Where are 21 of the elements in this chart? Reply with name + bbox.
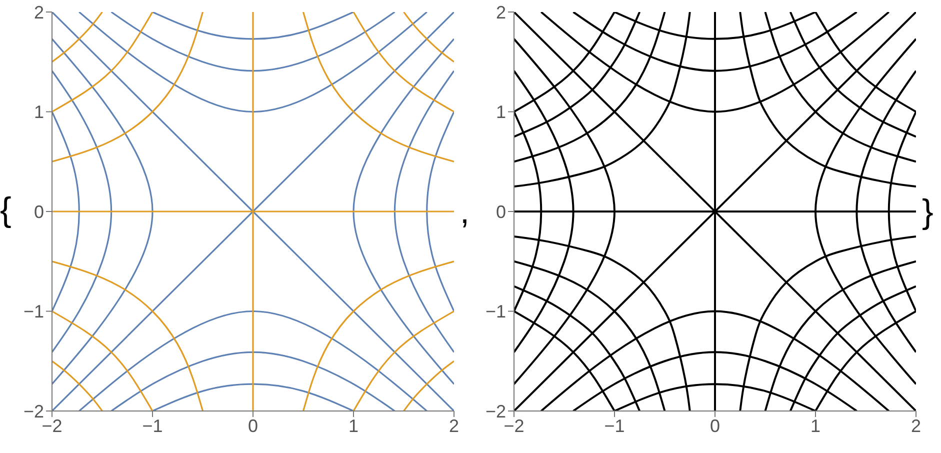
x-tick-label: −1 bbox=[142, 416, 163, 436]
y-tick-label: 0 bbox=[34, 202, 44, 222]
x-tick-label: 0 bbox=[710, 416, 720, 436]
x-tick-label: 2 bbox=[910, 416, 922, 436]
y-tick-label: 1 bbox=[496, 102, 506, 122]
x-tick-label: 2 bbox=[448, 416, 460, 436]
y-tick-label: 2 bbox=[496, 2, 506, 22]
text: , bbox=[460, 192, 470, 232]
y-tick-label: 2 bbox=[34, 2, 44, 22]
y-tick-label: −2 bbox=[485, 401, 506, 422]
y-tick-label: −1 bbox=[23, 302, 44, 322]
x-tick-label: 0 bbox=[248, 416, 258, 436]
text: } bbox=[922, 192, 934, 232]
y-tick-label: −2 bbox=[23, 401, 44, 422]
x-tick-label: −1 bbox=[604, 416, 625, 436]
text: { bbox=[0, 190, 12, 230]
y-tick-label: −1 bbox=[485, 302, 506, 322]
x-tick-label: 1 bbox=[348, 416, 359, 436]
x-tick-label: 1 bbox=[810, 416, 821, 436]
y-tick-label: 1 bbox=[34, 102, 44, 122]
y-tick-label: 0 bbox=[496, 202, 506, 222]
